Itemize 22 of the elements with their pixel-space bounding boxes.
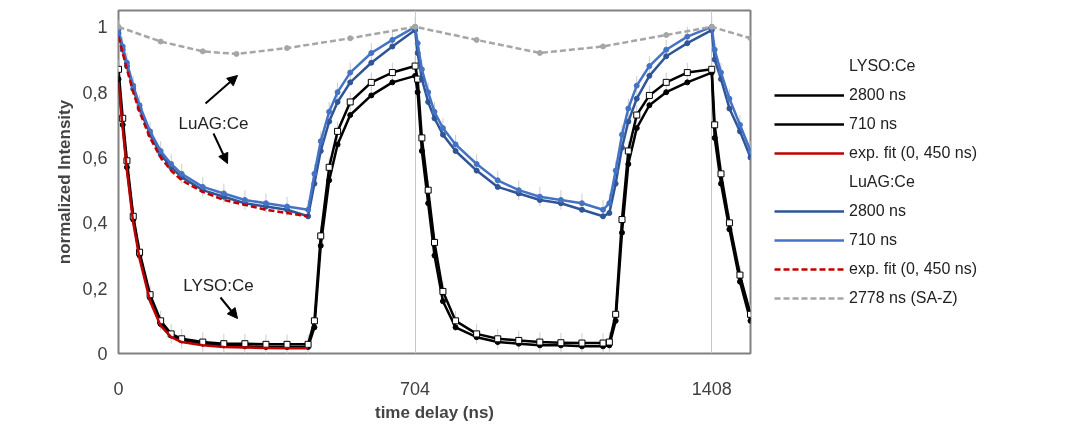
- annotation: LuAG:Ce: [178, 114, 249, 133]
- legend-label: exp. fit (0, 450 ns): [849, 142, 978, 163]
- legend-label: 2800 ns: [849, 84, 906, 105]
- y-tick-label: 0,2: [82, 278, 108, 299]
- x-tick-label: 1408: [691, 378, 732, 399]
- y-axis-title: normalized Intensity: [55, 99, 75, 265]
- text: LYSO:Ce: [849, 55, 916, 76]
- annotation: LYSO:Ce: [183, 276, 254, 295]
- y-tick-label: 0,6: [82, 148, 108, 168]
- legend-label: 2800 ns: [849, 200, 906, 221]
- text: LuAG:Ce: [849, 171, 915, 192]
- legend-label: exp. fit (0, 450 ns): [849, 258, 978, 279]
- y-tick-label: 0: [97, 344, 108, 364]
- y-tick-label: 0,8: [82, 82, 108, 103]
- legend-label: 710 ns: [849, 229, 898, 250]
- legend-label: 710 ns: [849, 113, 898, 134]
- legend-label: 2778 ns (SA-Z): [849, 287, 958, 308]
- y-tick-label: 1: [97, 17, 108, 38]
- x-tick-label: 704: [400, 378, 431, 399]
- x-axis-title: time delay (ns): [374, 402, 495, 422]
- y-tick-label: 0,4: [82, 213, 108, 234]
- x-tick-label: 0: [113, 378, 124, 399]
